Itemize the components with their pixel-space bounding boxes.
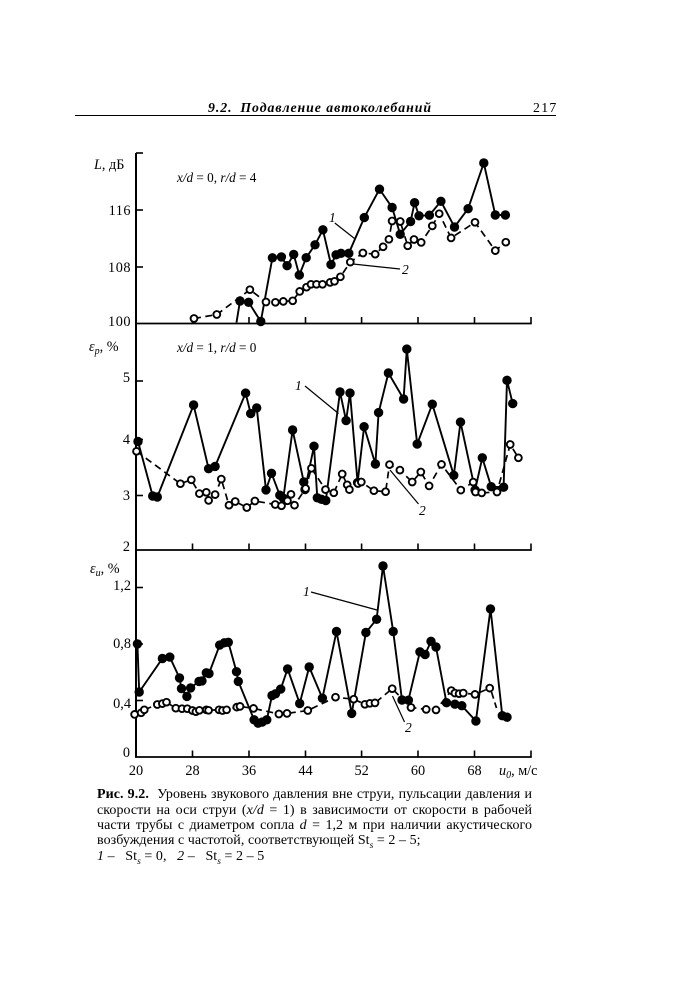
svg-text:0: 0 [123,745,130,761]
svg-text:εp, %: εp, % [89,339,119,357]
svg-text:100: 100 [108,314,131,330]
svg-text:x/d = 0, r/d = 4: x/d = 0, r/d = 4 [176,170,257,185]
svg-text:28: 28 [185,763,199,779]
svg-text:36: 36 [242,763,256,779]
svg-text:2: 2 [402,262,409,277]
svg-text:2: 2 [405,720,412,735]
svg-text:2: 2 [123,539,130,555]
svg-text:εu, %: εu, % [90,561,120,579]
svg-text:1: 1 [295,378,302,393]
svg-text:2: 2 [419,503,426,518]
svg-text:4: 4 [123,432,130,448]
svg-text:5: 5 [123,370,130,386]
svg-text:1: 1 [329,210,336,225]
svg-text:x/d = 1, r/d = 0: x/d = 1, r/d = 0 [176,340,257,355]
svg-text:116: 116 [109,203,131,219]
svg-text:68: 68 [467,763,481,779]
svg-text:L, дБ: L, дБ [93,157,124,173]
svg-text:3: 3 [123,488,130,504]
svg-text:217: 217 [533,100,558,115]
svg-text:44: 44 [298,763,312,779]
svg-text:52: 52 [354,763,368,779]
svg-text:9.2. Подавление автоколебаний: 9.2. Подавление автоколебаний [208,100,432,115]
svg-text:0,4: 0,4 [113,696,131,712]
svg-text:108: 108 [108,260,131,276]
svg-text:0,8: 0,8 [113,636,131,652]
svg-text:60: 60 [411,763,425,779]
svg-text:u0, м/с: u0, м/с [499,763,537,781]
svg-text:20: 20 [129,763,143,779]
svg-text:1,2: 1,2 [113,578,131,594]
svg-text:1: 1 [303,584,310,599]
